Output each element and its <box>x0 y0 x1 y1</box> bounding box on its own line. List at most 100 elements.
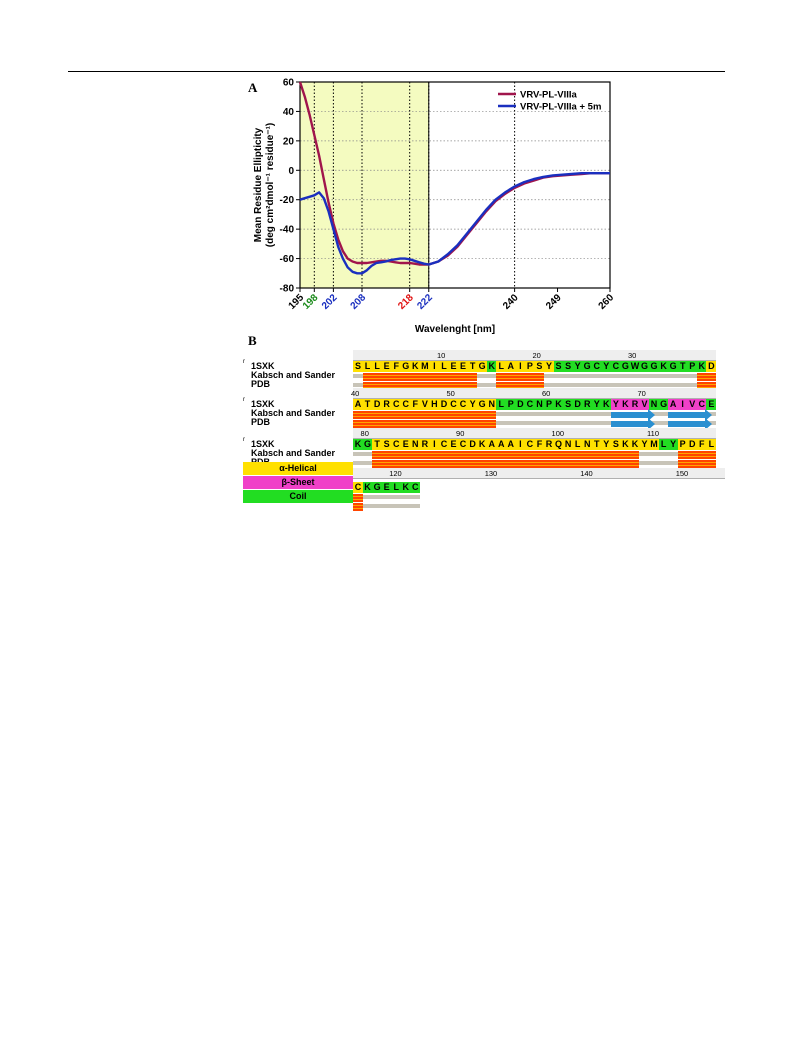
y-tick-label: 20 <box>283 136 295 147</box>
residue: L <box>658 439 669 450</box>
pdb-track <box>353 421 716 425</box>
x-tick-label: 218 <box>396 292 416 312</box>
residue: C <box>391 439 402 450</box>
residue: E <box>706 399 717 410</box>
residue: N <box>563 439 574 450</box>
residue: E <box>458 361 469 372</box>
residue: K <box>658 361 669 372</box>
residue: S <box>610 439 621 450</box>
residue: D <box>467 439 478 450</box>
residue: P <box>677 439 688 450</box>
x-tick-label: 222 <box>415 292 435 312</box>
residue: D <box>372 399 383 410</box>
residue: E <box>400 439 411 450</box>
y-tick-label: 40 <box>283 107 295 118</box>
ruler-number: 40 <box>351 389 360 398</box>
residue: K <box>620 399 631 410</box>
residue: S <box>381 439 392 450</box>
ruler-number: 120 <box>389 469 402 478</box>
residue: G <box>649 361 660 372</box>
residue: Y <box>601 361 612 372</box>
residue: C <box>524 399 535 410</box>
row-mark: r <box>243 359 245 365</box>
residue: F <box>391 361 402 372</box>
row-label-method: Kabsch and Sander <box>251 370 336 380</box>
helix-bar-pdb <box>372 460 640 468</box>
residue: D <box>572 399 583 410</box>
residue: A <box>505 439 516 450</box>
residue: L <box>391 482 402 493</box>
ruler-number: 140 <box>580 469 593 478</box>
legend-2: Coil <box>243 490 353 503</box>
residue: E <box>381 361 392 372</box>
residue: I <box>429 361 440 372</box>
y-tick-label: -40 <box>280 225 295 236</box>
residue: M <box>419 361 430 372</box>
residue: T <box>362 399 373 410</box>
residue: R <box>629 399 640 410</box>
residue: Y <box>544 361 554 372</box>
panel-a-label: A <box>248 80 258 95</box>
row-label-id: 1SXK <box>251 439 275 449</box>
sheet-arrow-kabsch <box>610 409 656 421</box>
residue: A <box>505 361 516 372</box>
row-mark: r <box>243 437 245 443</box>
row-label-method: Kabsch and Sander <box>251 448 336 458</box>
residue: F <box>534 439 545 450</box>
helix-bar-kabsch <box>677 451 716 459</box>
residue: K <box>477 439 488 450</box>
ruler-number: 80 <box>360 429 369 438</box>
residue: K <box>410 361 421 372</box>
residue: G <box>582 361 593 372</box>
residue: E <box>448 439 459 450</box>
helix-bar-kabsch <box>362 373 478 381</box>
residue: I <box>515 361 526 372</box>
residue: L <box>362 361 373 372</box>
residue: C <box>391 399 402 410</box>
residue: K <box>696 361 707 372</box>
legend-0: α-Helical <box>243 462 353 475</box>
residue: R <box>381 399 392 410</box>
residue: W <box>629 361 640 372</box>
residue: M <box>649 439 660 450</box>
residue: P <box>544 399 554 410</box>
residue: K <box>353 439 363 450</box>
helix-bar-kabsch <box>496 373 544 381</box>
residue: N <box>410 439 421 450</box>
y-tick-label: 60 <box>283 78 295 89</box>
helix-bar-kabsch <box>372 451 640 459</box>
residue: V <box>687 399 698 410</box>
residue: S <box>563 399 574 410</box>
x-tick-label: 240 <box>501 292 521 312</box>
kabsch-track <box>353 495 420 499</box>
sheet-arrow-pdb <box>668 418 713 430</box>
helix-bar-pdb <box>353 503 363 511</box>
y-tick-label: -20 <box>280 195 295 206</box>
y-axis-label-units: (deg cm²dmol⁻¹ residue⁻¹) <box>265 123 276 247</box>
residue: A <box>353 399 363 410</box>
residue: L <box>572 439 583 450</box>
residue: Q <box>553 439 564 450</box>
helix-bar-pdb <box>677 460 716 468</box>
residue: C <box>458 439 469 450</box>
residue: G <box>362 439 373 450</box>
residue: V <box>639 399 650 410</box>
ruler-number: 60 <box>542 389 551 398</box>
residue: N <box>649 399 660 410</box>
row-label-method: Kabsch and Sander <box>251 408 336 418</box>
helix-bar-kabsch <box>353 411 497 419</box>
sheet-arrow-pdb <box>610 418 656 430</box>
legend-label: VRV-PL-VIIIa <box>520 90 578 101</box>
residue: G <box>477 361 488 372</box>
residue: C <box>400 399 411 410</box>
residue: E <box>448 361 459 372</box>
residue: I <box>677 399 688 410</box>
helix-bar-pdb <box>496 382 544 390</box>
row-label-pdb: PDB <box>251 417 271 427</box>
residue: T <box>372 439 383 450</box>
residue: K <box>629 439 640 450</box>
row-label-id: 1SXK <box>251 361 275 371</box>
residue: N <box>486 399 497 410</box>
ruler-number: 10 <box>436 351 446 360</box>
